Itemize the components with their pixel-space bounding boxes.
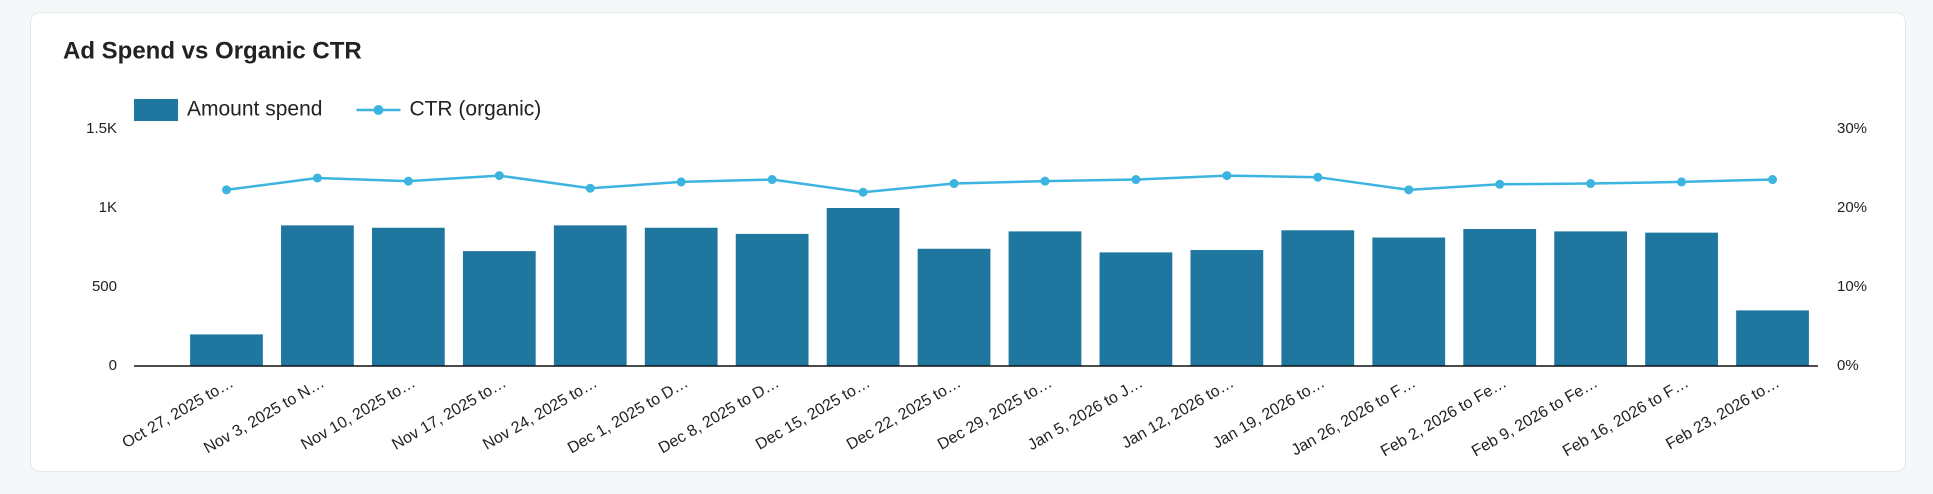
point	[1040, 176, 1050, 186]
bar	[1554, 231, 1628, 366]
bar	[826, 208, 900, 366]
y2-tick-label: 30%	[1837, 120, 1867, 137]
y-tick-label: 1K	[99, 199, 117, 216]
y2-tick-label: 0%	[1837, 357, 1859, 374]
bar	[1645, 232, 1718, 366]
legend-label: CTR (organic)	[409, 98, 541, 121]
chart-title: Ad Spend vs Organic CTR	[63, 37, 362, 64]
point	[494, 171, 504, 181]
y2-tick-label: 20%	[1837, 199, 1867, 216]
bar	[281, 225, 354, 366]
y-tick-label: 0	[109, 357, 117, 374]
point	[221, 185, 231, 195]
legend-label: Amount spend	[187, 98, 322, 121]
bar	[1099, 252, 1173, 366]
legend-swatch	[373, 105, 384, 115]
point	[403, 176, 413, 186]
point	[1313, 172, 1323, 182]
bar	[1463, 229, 1537, 366]
line	[226, 174, 1773, 194]
bar	[1008, 231, 1082, 366]
bar	[1372, 237, 1446, 366]
bar	[371, 227, 445, 366]
point	[858, 187, 868, 197]
bar	[917, 248, 991, 366]
bar	[1190, 250, 1264, 366]
bar	[1736, 310, 1809, 366]
point	[676, 177, 686, 187]
bar	[735, 233, 809, 366]
point	[312, 173, 322, 183]
point	[1131, 175, 1141, 185]
point	[1222, 171, 1232, 181]
y-tick-label: 500	[92, 278, 117, 295]
point	[1768, 175, 1778, 185]
point	[1677, 177, 1687, 187]
point	[1495, 179, 1505, 189]
point	[949, 179, 959, 189]
bar	[462, 251, 536, 366]
bar	[553, 225, 627, 366]
legend-swatch	[134, 99, 178, 121]
y-tick-label: 1.5K	[86, 120, 117, 137]
y2-tick-label: 10%	[1837, 278, 1867, 295]
point	[1586, 179, 1596, 189]
bar	[190, 334, 263, 366]
point	[1404, 185, 1414, 195]
bar	[644, 227, 718, 366]
bar	[1281, 230, 1355, 366]
point	[767, 175, 777, 185]
point	[585, 183, 595, 193]
